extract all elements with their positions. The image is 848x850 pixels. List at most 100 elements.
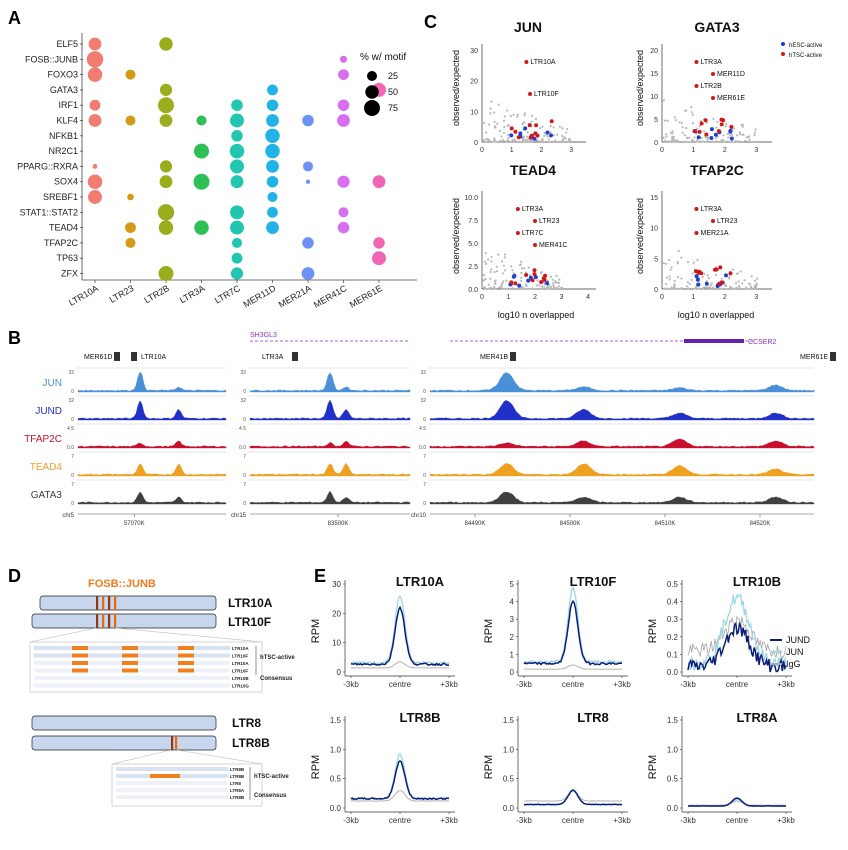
scatter-point xyxy=(668,287,671,291)
scatter-point xyxy=(720,277,723,280)
scatter-point xyxy=(494,126,497,129)
profile-ytick: 1 xyxy=(510,650,515,659)
signal-track xyxy=(429,372,815,393)
motif-dot xyxy=(231,99,243,111)
scatter-point xyxy=(531,114,534,117)
signal-track xyxy=(77,440,227,449)
signal-track xyxy=(249,440,411,449)
scatter-point xyxy=(527,266,530,269)
profile-title: LTR10A xyxy=(396,574,445,589)
motif-site xyxy=(171,736,174,750)
scatter-point xyxy=(750,275,753,278)
scatter-point xyxy=(664,119,667,122)
signal-track xyxy=(249,490,411,505)
hesc-active-point xyxy=(713,132,718,137)
profile-ytick: 0.5 xyxy=(503,775,515,784)
motif-dot xyxy=(196,115,207,126)
scatter-point xyxy=(750,140,753,143)
alignment-label: LTR10A xyxy=(232,646,249,651)
motif-dot xyxy=(87,67,103,82)
motif-dot xyxy=(339,55,348,63)
scatter-point xyxy=(706,138,709,141)
motif-site xyxy=(114,614,117,628)
profile-xtick: centre xyxy=(562,816,585,825)
motif-dot xyxy=(372,251,386,266)
signal-track xyxy=(429,463,815,477)
panel-b-genome-tracks: JUN JUND TFAP2C TEAD4 GATA3 MER61D LTR10A 32 0 32… xyxy=(24,332,836,527)
scatter-point xyxy=(685,285,688,288)
scatter-point xyxy=(668,278,671,281)
scatter-point xyxy=(568,137,571,140)
scatter-point xyxy=(729,133,732,136)
scatter-point xyxy=(497,140,500,144)
scatter-point xyxy=(673,140,676,143)
htsc-active-point xyxy=(541,276,546,281)
track-range-min: 0 xyxy=(243,417,246,423)
profile-line-igg xyxy=(688,800,786,806)
scatter-point xyxy=(678,121,681,124)
scatter-point xyxy=(671,130,674,133)
profile-legend-label: JUN xyxy=(786,647,804,657)
scatter-point xyxy=(692,139,695,142)
scatter-point xyxy=(688,136,691,139)
feature-block xyxy=(830,352,836,361)
scatter-point xyxy=(696,138,699,141)
legend-value: 50 xyxy=(388,87,398,97)
scatter-point xyxy=(562,138,565,141)
scatter-point xyxy=(524,112,527,115)
track-range-min: 0 xyxy=(243,473,246,479)
profile-title: LTR10F xyxy=(570,574,617,589)
scatter-ylabel: observed/expected xyxy=(451,50,461,126)
motif-dot xyxy=(305,179,311,184)
scatter-point xyxy=(700,136,703,140)
scatter-point xyxy=(532,287,535,290)
motif-site xyxy=(175,736,178,750)
scatter-point xyxy=(727,136,730,139)
locus-3: CCSER2 MER41B MER61E 32 0 32 0 4.5 0.0 7 0 7 0 chr10 8… xyxy=(411,339,836,527)
scatter-point xyxy=(557,285,561,288)
scatter-point xyxy=(755,287,759,291)
labelled-point xyxy=(711,219,715,223)
scatter-point xyxy=(670,286,673,289)
track-range-max: 7 xyxy=(71,454,74,460)
scatter-point xyxy=(737,284,741,287)
motif-dot xyxy=(89,99,101,111)
scatter-point xyxy=(754,128,757,131)
scatter-ytick: 5 xyxy=(654,117,658,124)
coord-tick-label: 57070K xyxy=(124,521,145,527)
scatter-point xyxy=(670,266,673,269)
scatter-point xyxy=(522,121,525,124)
panel-d-motif-schematic: FOSB::JUNBLTR10ALTR10FLTR10ALTR10FLTR10A… xyxy=(29,578,295,807)
scatter-point xyxy=(694,140,697,144)
scatter-point xyxy=(502,280,505,283)
scatter-point xyxy=(528,274,531,277)
scatter-point xyxy=(753,131,757,134)
scatter-point xyxy=(663,140,667,144)
scatter-point xyxy=(740,123,743,127)
motif-site xyxy=(96,596,99,610)
hesc-active-point xyxy=(545,281,550,286)
profile-xtick: -3kb xyxy=(516,680,532,689)
scatter-point xyxy=(490,268,493,271)
scatter-point xyxy=(665,135,668,138)
scatter-point xyxy=(735,287,738,290)
profile-ytick: 1.5 xyxy=(667,716,679,725)
motif-dot xyxy=(230,159,244,174)
scatter-ytick: 10 xyxy=(470,109,478,116)
scatter-point xyxy=(521,285,524,289)
scatter-tead4: TEAD4 0.0 2.5 5.0 7.5 10.0 0 1 2 3 4 LTR3A LTR23 LTR7… xyxy=(464,162,596,301)
motif-label: PPARG::RXRA xyxy=(17,161,78,171)
scatter-ytick: 0 xyxy=(654,140,658,147)
scatter-point xyxy=(520,271,523,274)
scatter-xtick: 1 xyxy=(507,294,511,301)
motif-label: STAT1::STAT2 xyxy=(20,207,78,217)
scatter-point xyxy=(565,131,568,134)
motif-highlight xyxy=(178,661,194,665)
profile-line-igg xyxy=(350,661,450,669)
hesc-active-point xyxy=(704,281,709,286)
htsc-active-point xyxy=(513,129,518,134)
motif-dot xyxy=(338,69,349,81)
scatter-point xyxy=(676,276,680,279)
scatter-point xyxy=(731,268,735,271)
motif-dot xyxy=(230,205,244,220)
